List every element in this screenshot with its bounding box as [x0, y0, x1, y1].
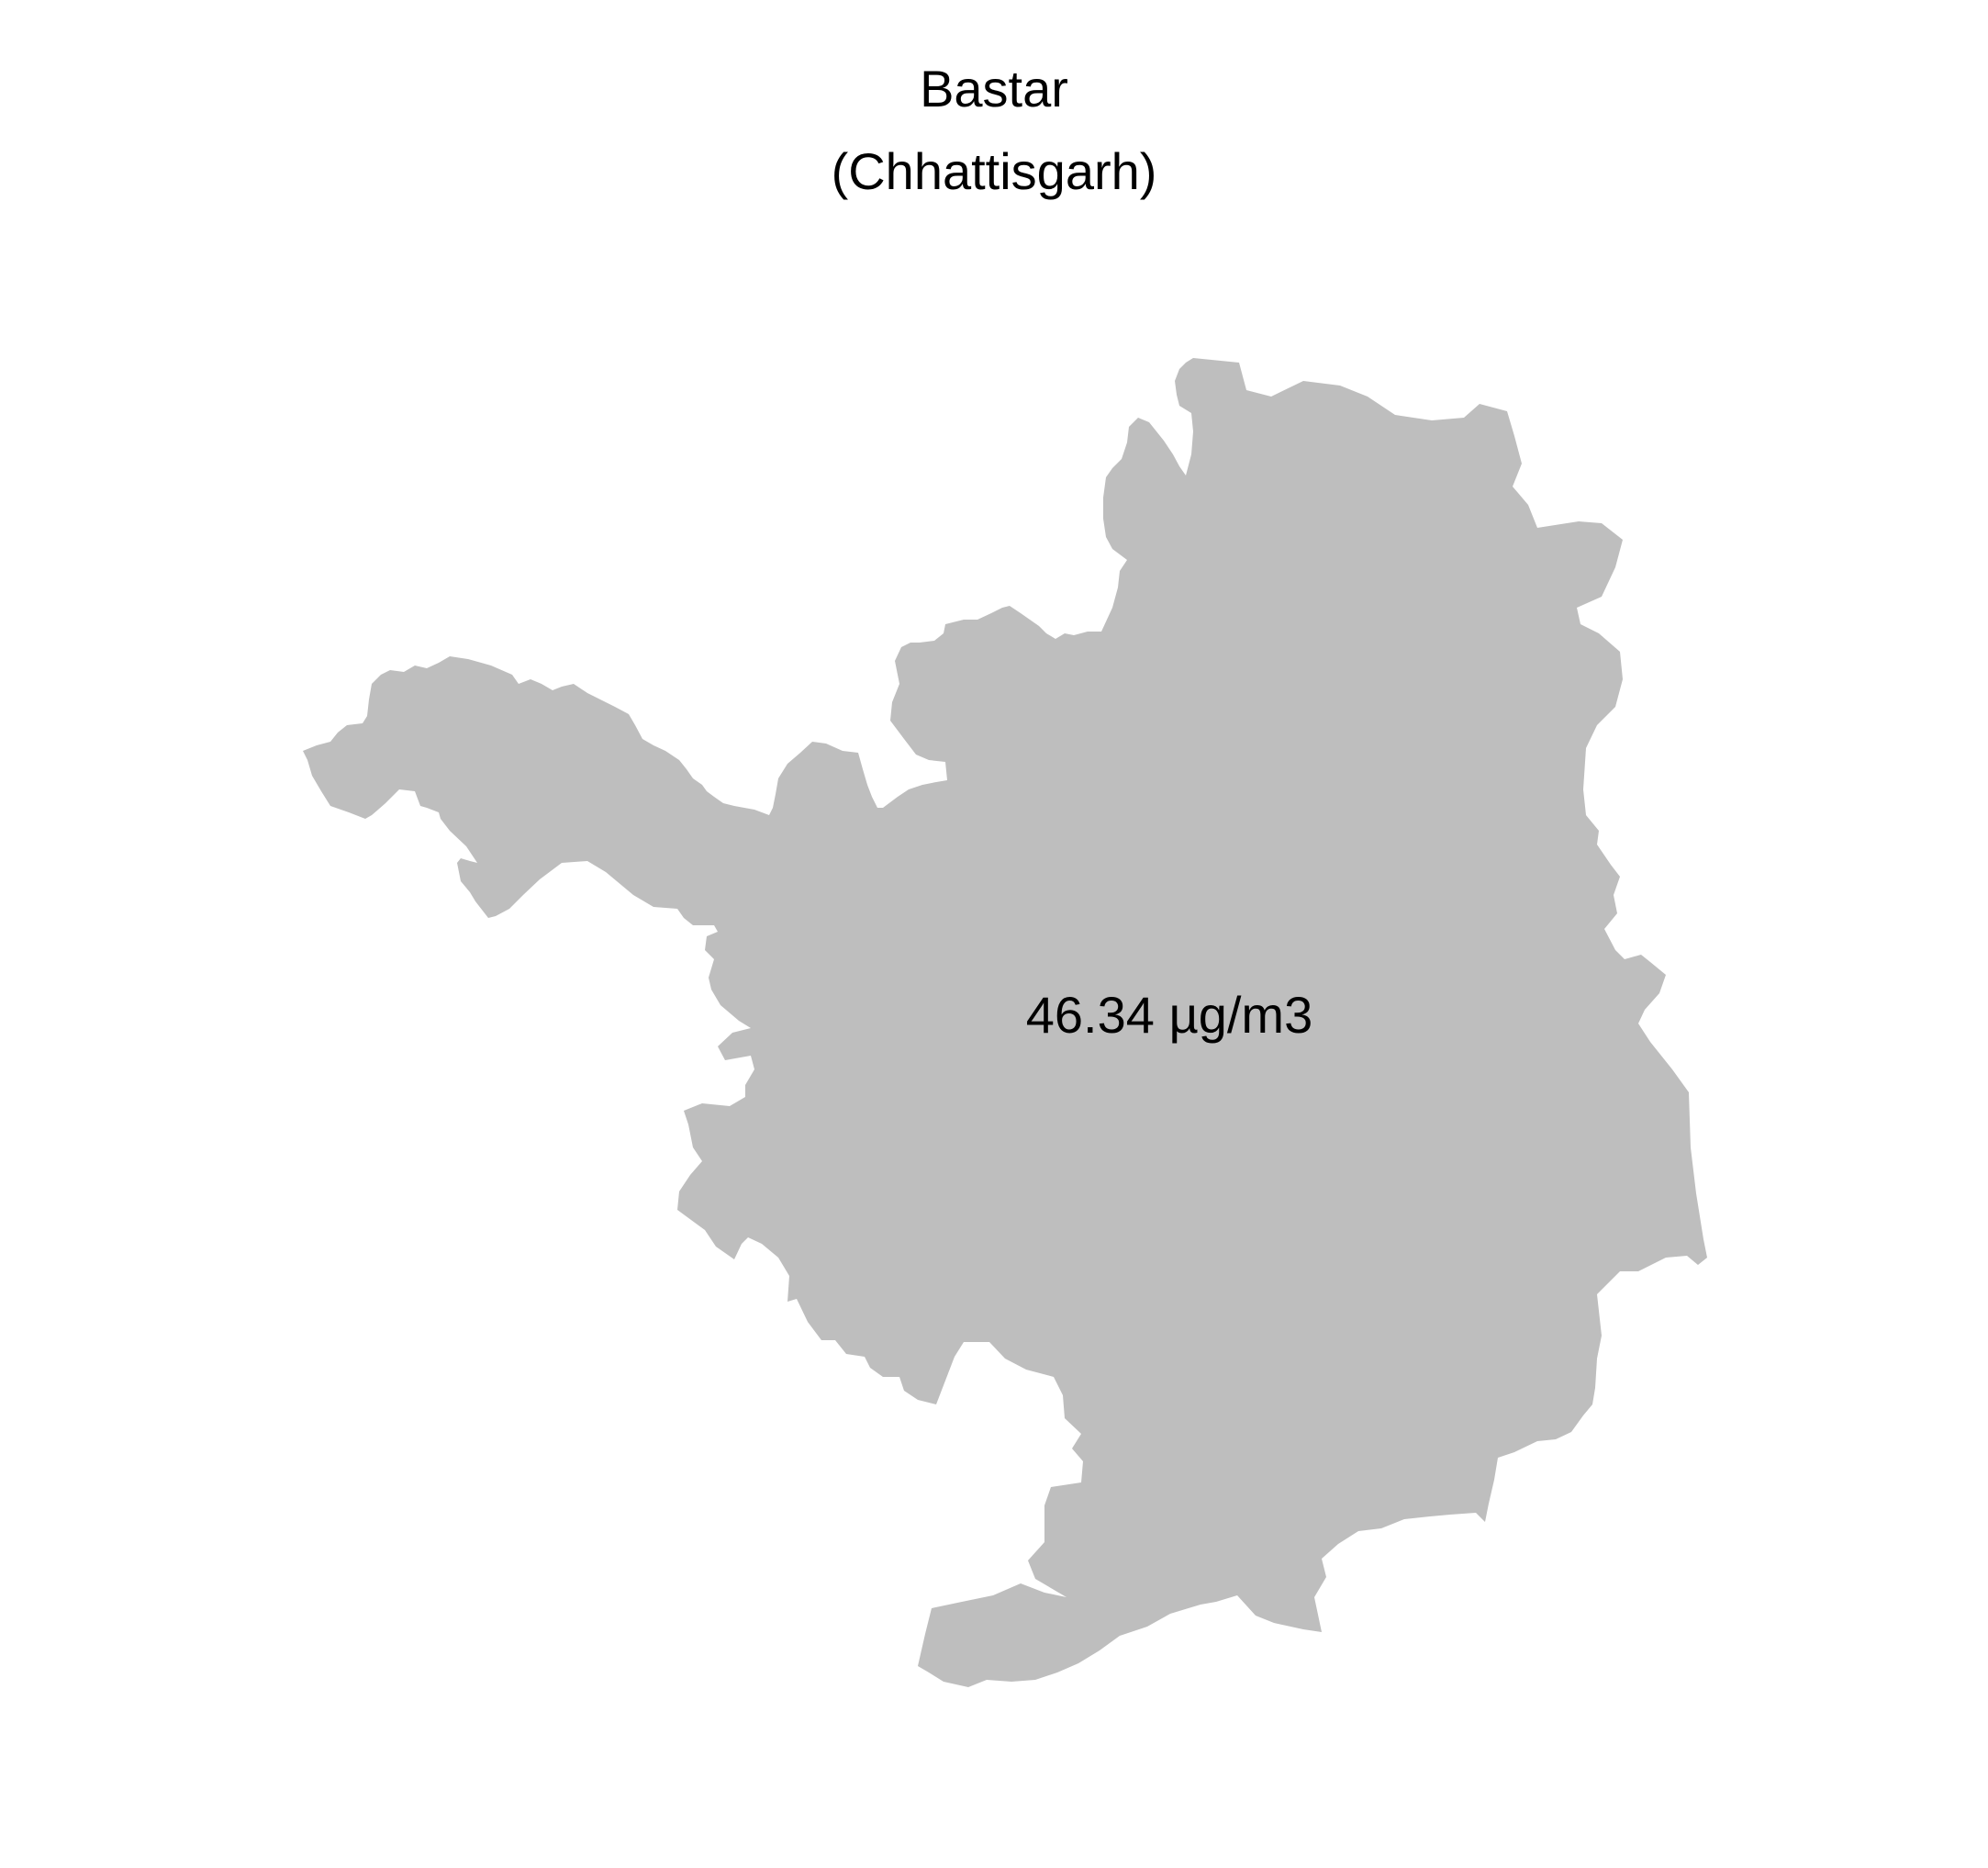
map-subtitle: (Chhattisgarh)	[831, 142, 1157, 200]
region-value-label: 46.34 µg/m3	[1026, 986, 1312, 1044]
map-title-block: Bastar (Chhattisgarh)	[0, 48, 1988, 213]
map-title: Bastar	[920, 60, 1068, 117]
district-shape-bastar	[303, 358, 1707, 1687]
